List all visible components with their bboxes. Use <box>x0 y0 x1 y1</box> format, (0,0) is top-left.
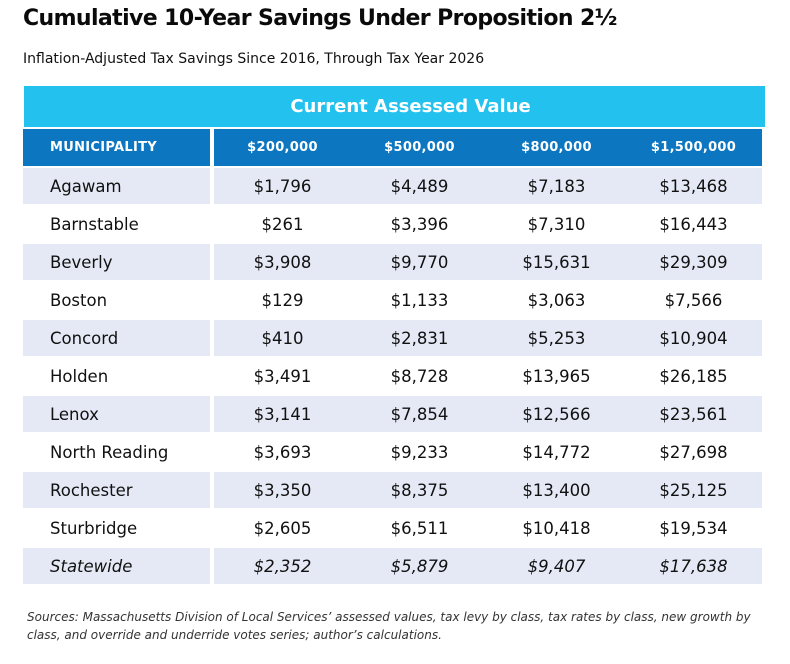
savings-cell: $3,396 <box>390 214 449 234</box>
municipality-cell: Sturbridge <box>50 518 138 538</box>
table-row: Lenox $3,141 $7,854 $12,566 $23,561 <box>23 396 765 432</box>
savings-cell: $10,904 <box>625 320 762 356</box>
savings-cell: $3,693 <box>253 442 312 462</box>
municipality-cell: Agawam <box>23 168 210 204</box>
table-row: Holden $3,491 $8,728 $13,965 $26,185 <box>23 358 765 394</box>
savings-cell: $1,133 <box>390 290 449 310</box>
column-header-1500k: $1,500,000 <box>625 129 762 166</box>
column-header-500k: $500,000 <box>351 129 488 166</box>
table-row: Beverly $3,908 $9,770 $15,631 $29,309 <box>23 244 765 280</box>
savings-cell: $129 <box>261 290 304 310</box>
savings-cell: $6,511 <box>390 518 449 538</box>
savings-cell: $13,468 <box>625 168 762 204</box>
savings-cell: $7,566 <box>664 290 723 310</box>
table-row: Barnstable $261 $3,396 $7,310 $16,443 <box>23 206 765 242</box>
savings-cell: $19,534 <box>659 518 728 538</box>
savings-cell: $23,561 <box>625 396 762 432</box>
savings-cell: $3,063 <box>527 290 586 310</box>
table-body: Agawam $1,796 $4,489 $7,183 $13,468 Barnstabl… <box>23 168 765 584</box>
savings-cell: $7,854 <box>351 396 488 432</box>
savings-cell: $15,631 <box>488 244 625 280</box>
municipality-cell: Boston <box>50 290 108 310</box>
savings-cell: $12,566 <box>488 396 625 432</box>
group-header-label: Current Assessed Value <box>290 96 531 117</box>
column-header-800k: $800,000 <box>488 129 625 166</box>
municipality-cell: Lenox <box>23 396 210 432</box>
municipality-cell: Statewide <box>23 548 210 584</box>
table-row: Agawam $1,796 $4,489 $7,183 $13,468 <box>23 168 765 204</box>
table-row: Rochester $3,350 $8,375 $13,400 $25,125 <box>23 472 765 508</box>
savings-cell: $29,309 <box>625 244 762 280</box>
savings-cell: $3,141 <box>214 396 351 432</box>
savings-table: Current Assessed Value MUNICIPALITY $200… <box>23 86 765 584</box>
savings-cell: $5,879 <box>351 548 488 584</box>
savings-cell: $9,770 <box>351 244 488 280</box>
column-header-200k: $200,000 <box>214 129 351 166</box>
savings-cell: $3,908 <box>214 244 351 280</box>
column-header-municipality: MUNICIPALITY <box>23 129 210 166</box>
savings-cell: $8,728 <box>390 366 449 386</box>
savings-cell: $7,183 <box>488 168 625 204</box>
municipality-cell: Beverly <box>23 244 210 280</box>
savings-cell: $27,698 <box>659 442 728 462</box>
savings-cell: $14,772 <box>522 442 591 462</box>
page-title: Cumulative 10-Year Savings Under Proposi… <box>23 6 617 31</box>
savings-cell: $3,491 <box>253 366 312 386</box>
municipality-cell: Holden <box>50 366 109 386</box>
savings-cell: $2,831 <box>351 320 488 356</box>
table-row: Sturbridge $2,605 $6,511 $10,418 $19,534 <box>23 510 765 546</box>
municipality-cell: Concord <box>23 320 210 356</box>
municipality-cell: Rochester <box>23 472 210 508</box>
savings-cell: $2,605 <box>253 518 312 538</box>
municipality-cell: Barnstable <box>50 214 139 234</box>
table-row: Concord $410 $2,831 $5,253 $10,904 <box>23 320 765 356</box>
savings-cell: $4,489 <box>351 168 488 204</box>
savings-cell: $2,352 <box>214 548 351 584</box>
savings-cell: $7,310 <box>527 214 586 234</box>
savings-cell: $410 <box>214 320 351 356</box>
savings-cell: $17,638 <box>625 548 762 584</box>
savings-cell: $13,400 <box>488 472 625 508</box>
savings-cell: $8,375 <box>351 472 488 508</box>
savings-cell: $10,418 <box>522 518 591 538</box>
savings-cell: $25,125 <box>625 472 762 508</box>
savings-cell: $1,796 <box>214 168 351 204</box>
savings-cell: $16,443 <box>659 214 728 234</box>
table-header-row: MUNICIPALITY $200,000 $500,000 $800,000 … <box>23 129 765 166</box>
page-subtitle: Inflation-Adjusted Tax Savings Since 201… <box>23 51 485 67</box>
savings-cell: $26,185 <box>659 366 728 386</box>
table-row: Statewide $2,352 $5,879 $9,407 $17,638 <box>23 548 765 584</box>
source-note: Sources: Massachusetts Division of Local… <box>27 610 751 642</box>
savings-cell: $13,965 <box>522 366 591 386</box>
savings-cell: $5,253 <box>488 320 625 356</box>
savings-cell: $9,233 <box>390 442 449 462</box>
table-row: Boston $129 $1,133 $3,063 $7,566 <box>23 282 765 318</box>
savings-cell: $261 <box>261 214 304 234</box>
table-group-header: Current Assessed Value <box>24 86 765 127</box>
savings-cell: $9,407 <box>488 548 625 584</box>
savings-cell: $3,350 <box>214 472 351 508</box>
municipality-cell: North Reading <box>50 442 169 462</box>
table-row: North Reading $3,693 $9,233 $14,772 $27,698 <box>23 434 765 470</box>
